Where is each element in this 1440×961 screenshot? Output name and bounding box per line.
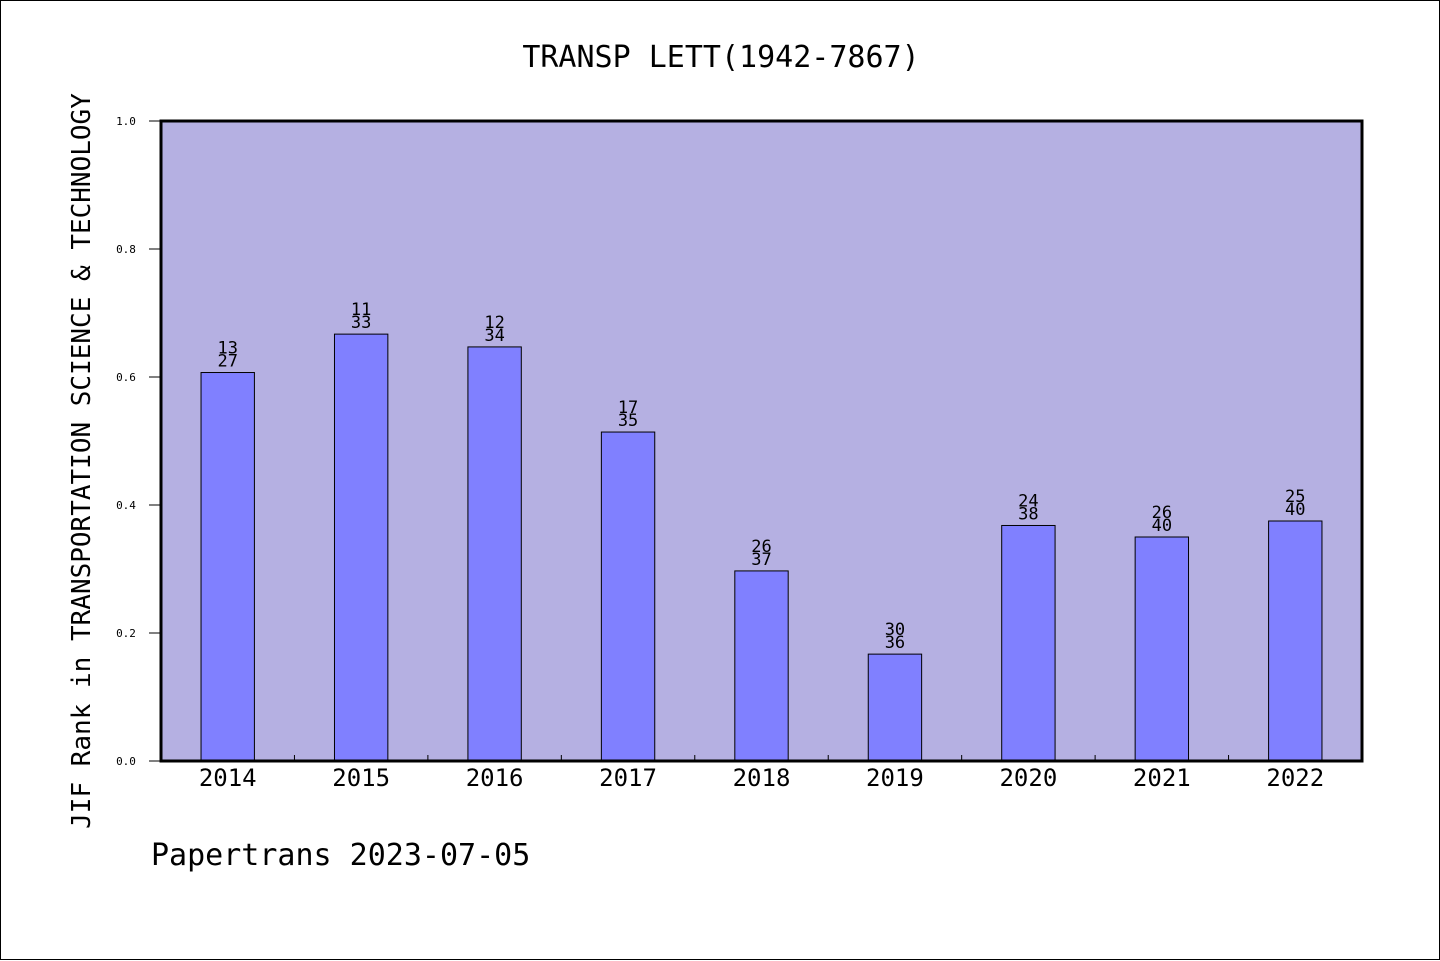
bar-label-bottom: 40 [1285, 500, 1305, 520]
x-tick-label: 2020 [999, 764, 1057, 792]
x-tick-label: 2017 [599, 764, 657, 792]
y-tick-label: 1.0 [116, 115, 136, 128]
bar-label-top: 12 [484, 313, 504, 333]
x-tick-label: 2014 [199, 764, 257, 792]
y-tick-label: 0.8 [116, 243, 136, 256]
bar-2022 [1268, 520, 1323, 762]
bar-2019 [867, 653, 923, 762]
bar-label-bottom: 27 [217, 352, 237, 372]
y-tick-label: 0.4 [116, 499, 136, 512]
bar-label-top: 13 [217, 339, 237, 359]
bar-label-top: 17 [618, 398, 638, 418]
y-tick-label: 0.2 [116, 627, 136, 640]
bar-label-bottom: 37 [751, 550, 771, 570]
bar-2017 [600, 431, 656, 762]
x-tick-label: 2018 [733, 764, 791, 792]
bar-label-top: 24 [1018, 491, 1038, 511]
x-tick-label: 2022 [1266, 764, 1324, 792]
bar-label-top: 30 [885, 620, 905, 640]
y-tick-label: 0.6 [116, 371, 136, 384]
y-tick-label: 0.0 [116, 755, 136, 768]
bar-label-bottom: 38 [1018, 504, 1038, 524]
bar-2015 [333, 333, 389, 762]
bar-label-bottom: 36 [885, 633, 905, 653]
x-tick-label: 2015 [332, 764, 390, 792]
x-tick-label: 2021 [1133, 764, 1191, 792]
bar-2016 [467, 346, 522, 762]
bar-2021 [1134, 536, 1190, 762]
y-axis-label: JIF Rank in TRANSPORTATION SCIENCE & TEC… [67, 93, 97, 829]
footer-text: Papertrans 2023-07-05 [151, 838, 530, 873]
bar-label-bottom: 40 [1152, 516, 1172, 536]
axes-group: 0.0 0.2 0.4 0.6 0.8 1.0 2014 2015 2016 2017 2018 20… [116, 115, 1324, 792]
bar-label-top: 11 [351, 300, 371, 320]
bar-label-bottom: 33 [351, 313, 371, 333]
bar-label-bottom: 35 [618, 411, 638, 431]
plot-border [159, 119, 1364, 763]
bar-2018 [734, 570, 789, 762]
bar-label-bottom: 34 [484, 326, 504, 346]
bar-label-top: 25 [1285, 487, 1305, 507]
bar-label-top: 26 [751, 537, 771, 557]
bar-label-top: 26 [1152, 503, 1172, 523]
chart-title: TRANSP LETT(1942-7867) [522, 40, 919, 75]
x-tick-label: 2016 [466, 764, 524, 792]
x-tick-label: 2019 [866, 764, 924, 792]
bar-2020 [1001, 524, 1056, 762]
bar-2014 [200, 372, 255, 762]
